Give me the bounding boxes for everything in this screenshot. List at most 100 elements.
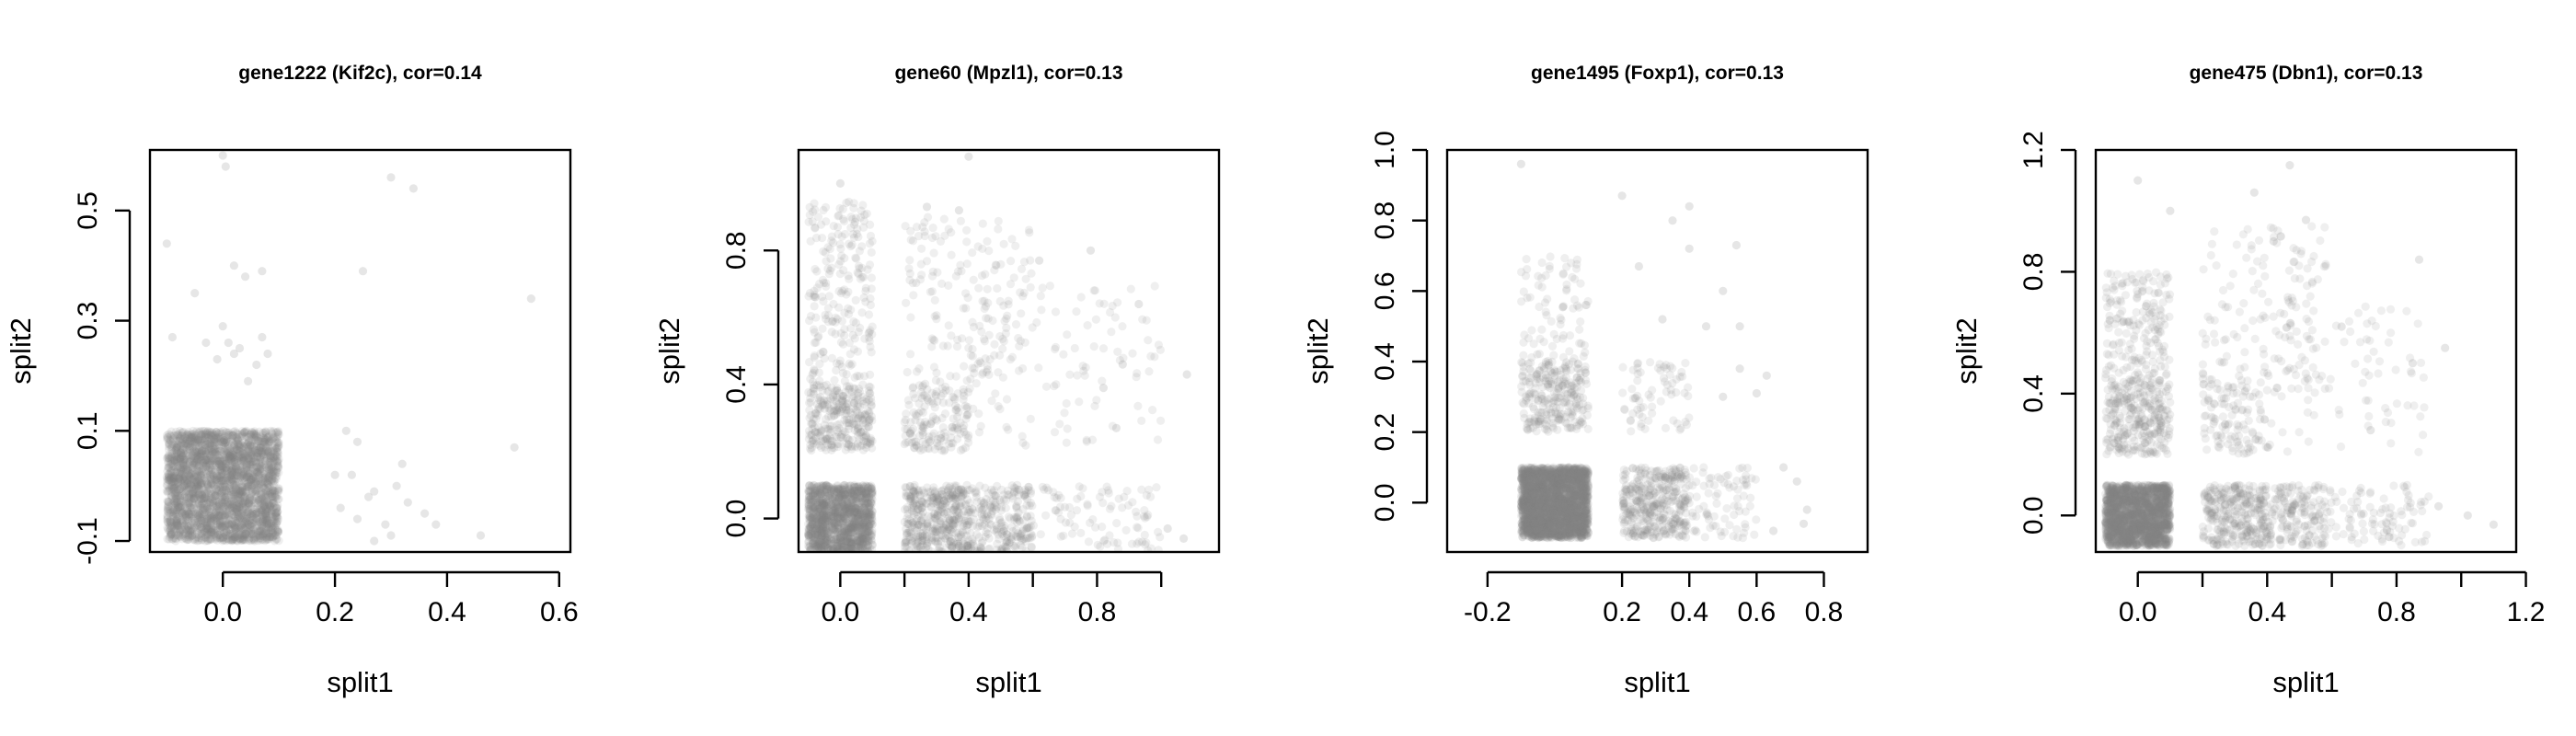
data-point (172, 442, 181, 451)
data-point (262, 512, 271, 523)
x-tick-label: 0.4 (428, 597, 466, 627)
data-point (254, 494, 263, 503)
data-point (236, 471, 246, 481)
data-point (258, 493, 267, 502)
data-point (268, 512, 278, 523)
data-point (201, 536, 210, 546)
data-point (189, 452, 198, 461)
data-point (826, 539, 835, 548)
data-point (253, 528, 262, 537)
data-point (180, 473, 190, 482)
data-point (249, 457, 259, 466)
data-point (247, 438, 257, 447)
data-point (336, 503, 345, 512)
data-point (262, 471, 271, 480)
data-point (225, 472, 235, 482)
data-point (180, 431, 190, 441)
data-point (186, 528, 195, 537)
data-point (397, 459, 407, 468)
data-point (166, 463, 175, 472)
data-point (164, 463, 173, 472)
data-point (229, 349, 238, 359)
data-point (218, 487, 227, 496)
data-point (173, 430, 182, 439)
data-point (238, 429, 247, 438)
data-point (195, 500, 204, 510)
data-points (162, 151, 535, 546)
data-point (254, 496, 263, 505)
data-point (226, 535, 236, 545)
y-tick-label: -0.1 (73, 517, 103, 565)
data-point (231, 466, 240, 476)
data-point (202, 440, 212, 449)
data-point (214, 487, 224, 496)
data-point (259, 474, 269, 483)
data-point (256, 499, 265, 508)
data-point (184, 531, 193, 541)
data-point (260, 456, 270, 466)
data-point (200, 458, 209, 468)
data-point (236, 487, 246, 496)
data-point (272, 443, 282, 453)
data-point (210, 435, 219, 444)
data-points (803, 152, 1191, 552)
data-point (232, 454, 241, 464)
data-point (255, 497, 264, 506)
data-point (218, 511, 227, 520)
data-point (190, 489, 199, 498)
data-point (868, 540, 877, 550)
data-point (476, 531, 486, 540)
data-point (270, 511, 280, 521)
data-point (239, 449, 248, 458)
data-point (236, 502, 245, 512)
data-point (175, 467, 184, 477)
data-point (167, 482, 176, 491)
data-point (233, 507, 242, 517)
data-point (170, 497, 179, 507)
data-point (202, 503, 212, 512)
data-point (207, 527, 216, 536)
data-point (190, 460, 200, 469)
data-point (164, 451, 173, 460)
data-point (262, 454, 271, 463)
data-point (182, 431, 191, 440)
data-point (232, 518, 241, 527)
data-point (237, 487, 247, 496)
data-point (265, 503, 275, 512)
data-point (256, 535, 265, 545)
data-point (210, 497, 219, 506)
data-point (254, 448, 263, 457)
data-point (227, 536, 236, 546)
data-point (205, 507, 214, 517)
data-point (203, 427, 213, 436)
data-point (198, 446, 207, 456)
data-point (231, 444, 241, 454)
data-point (403, 498, 412, 507)
data-point (254, 510, 263, 519)
data-point (247, 427, 257, 437)
data-point (245, 523, 254, 533)
data-point (202, 517, 212, 526)
data-point (164, 470, 173, 479)
data-point (204, 525, 214, 535)
data-point (202, 427, 212, 437)
data-point (234, 523, 243, 533)
data-point (241, 453, 250, 462)
data-point (190, 448, 200, 457)
data-point (175, 441, 184, 450)
data-point (256, 526, 265, 536)
data-point (202, 449, 212, 458)
data-point (167, 528, 176, 537)
data-point (211, 455, 221, 465)
data-point (330, 470, 339, 479)
data-point (235, 489, 244, 499)
data-point (175, 532, 184, 541)
data-point (219, 503, 228, 512)
data-point (258, 522, 267, 531)
data-point (177, 488, 186, 497)
data-point (263, 349, 272, 359)
data-point (169, 474, 178, 484)
data-point (232, 527, 241, 536)
data-point (260, 459, 270, 468)
data-point (198, 449, 207, 458)
